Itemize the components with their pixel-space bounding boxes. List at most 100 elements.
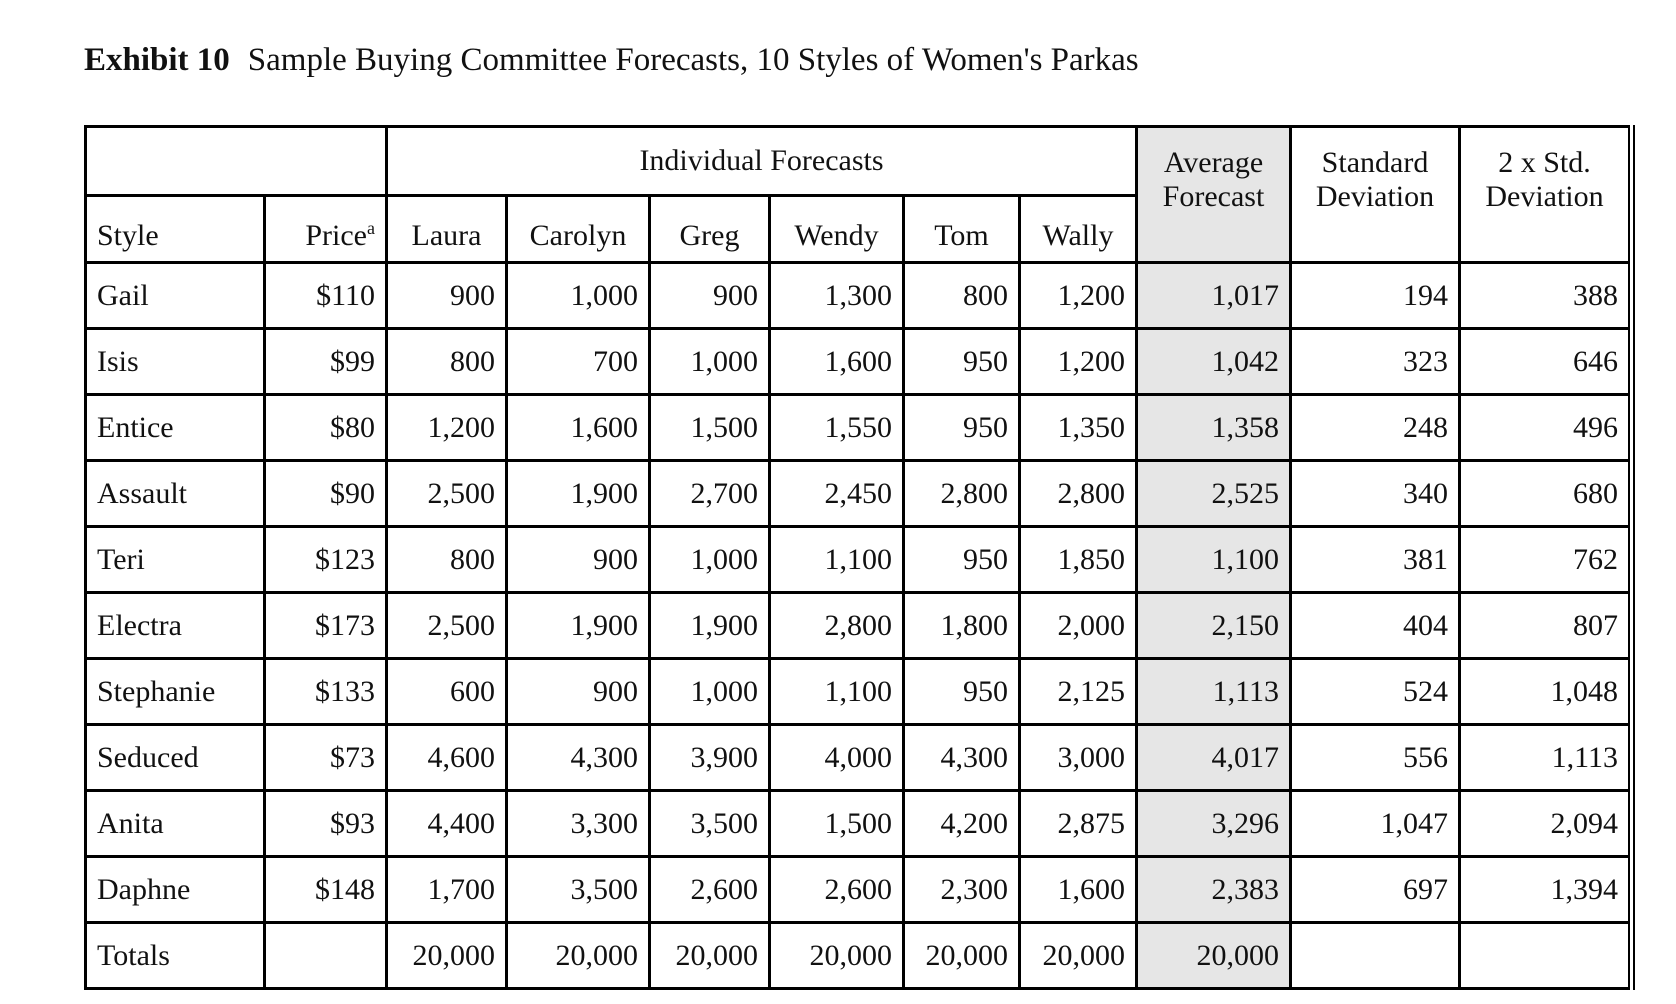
two-std-cell: 680 — [1458, 459, 1633, 528]
two-std-cell: 1,394 — [1458, 855, 1633, 924]
forecast-cell: 2,450 — [768, 459, 905, 528]
forecast-cell: 1,550 — [768, 393, 905, 462]
two-std-header-line: Deviation — [1485, 180, 1604, 213]
forecast-cell: 2,800 — [902, 459, 1021, 528]
forecast-cell: 1,500 — [768, 789, 905, 858]
forecast-cell: 2,125 — [1018, 657, 1138, 726]
forecast-cell: 1,600 — [505, 393, 651, 462]
forecast-cell: 4,200 — [902, 789, 1021, 858]
std-cell: 381 — [1289, 525, 1461, 594]
forecast-cell: 1,300 — [768, 261, 905, 330]
average-cell: 2,383 — [1135, 855, 1292, 924]
total-forecast-cell: 20,000 — [768, 921, 905, 990]
forecast-cell: 2,500 — [385, 591, 508, 660]
price-header: Pricea — [263, 194, 388, 264]
total-average-cell: 20,000 — [1135, 921, 1292, 990]
total-forecast-cell: 20,000 — [505, 921, 651, 990]
forecast-cell: 2,500 — [385, 459, 508, 528]
forecast-cell: 3,500 — [648, 789, 771, 858]
average-header-line: Forecast — [1162, 180, 1265, 213]
average-header-line: Average — [1163, 146, 1264, 179]
average-cell: 1,017 — [1135, 261, 1292, 330]
forecast-cell: 1,850 — [1018, 525, 1138, 594]
style-cell: Isis — [84, 327, 266, 396]
average-cell: 2,525 — [1135, 459, 1292, 528]
two-std-cell: 388 — [1458, 261, 1633, 330]
forecast-cell: 1,900 — [648, 591, 771, 660]
data-row: Electra $173 2,500 1,900 1,900 2,800 1,800 2,00… — [84, 591, 1633, 660]
forecast-table: Individual Forecasts Average Forecast Stand… — [84, 125, 1635, 990]
style-cell: Entice — [84, 393, 266, 462]
forecast-cell: 950 — [902, 327, 1021, 396]
std-cell: 697 — [1289, 855, 1461, 924]
price-cell: $80 — [263, 393, 388, 462]
price-cell: $90 — [263, 459, 388, 528]
two-std-cell: 2,094 — [1458, 789, 1633, 858]
forecast-cell: 1,600 — [768, 327, 905, 396]
forecast-cell: 2,300 — [902, 855, 1021, 924]
forecast-cell: 1,200 — [385, 393, 508, 462]
empty-cell — [1289, 921, 1461, 990]
forecast-cell: 2,600 — [648, 855, 771, 924]
style-cell: Assault — [84, 459, 266, 528]
style-cell: Gail — [84, 261, 266, 330]
forecast-cell: 3,000 — [1018, 723, 1138, 792]
forecast-cell: 950 — [902, 657, 1021, 726]
two-std-cell: 1,113 — [1458, 723, 1633, 792]
forecast-cell: 1,000 — [648, 327, 771, 396]
data-row: Entice $80 1,200 1,600 1,500 1,550 950 1,350 1,3… — [84, 393, 1633, 462]
forecast-cell: 800 — [385, 327, 508, 396]
price-header-text: Price — [305, 219, 367, 252]
style-header: Style — [84, 194, 266, 264]
forecast-cell: 1,350 — [1018, 393, 1138, 462]
two-std-header: 2 x Std. Deviation — [1458, 125, 1633, 264]
group-header: Individual Forecasts — [385, 125, 1138, 197]
totals-row: Totals 20,000 20,000 20,000 20,000 20,000 20,0… — [84, 921, 1633, 990]
price-cell: $148 — [263, 855, 388, 924]
std-header: Standard Deviation — [1289, 125, 1461, 264]
style-cell: Teri — [84, 525, 266, 594]
empty-cell — [1458, 921, 1633, 990]
forecast-cell: 4,300 — [902, 723, 1021, 792]
price-cell: $110 — [263, 261, 388, 330]
forecast-cell: 1,000 — [648, 525, 771, 594]
forecast-cell: 1,800 — [902, 591, 1021, 660]
total-forecast-cell: 20,000 — [648, 921, 771, 990]
blank-header — [84, 125, 388, 197]
std-cell: 340 — [1289, 459, 1461, 528]
header-row: Style Pricea Laura Carolyn Greg Wendy Tom Wally — [84, 194, 1632, 264]
forecast-cell: 4,600 — [385, 723, 508, 792]
price-cell: $73 — [263, 723, 388, 792]
forecaster-header: Laura — [385, 194, 508, 264]
forecast-cell: 600 — [385, 657, 508, 726]
std-header-line: Standard — [1321, 146, 1429, 179]
forecast-cell: 700 — [505, 327, 651, 396]
std-cell: 323 — [1289, 327, 1461, 396]
std-cell: 1,047 — [1289, 789, 1461, 858]
title: Exhibit 10 Sample Buying Committee Foreca… — [84, 42, 1139, 79]
std-cell: 404 — [1289, 591, 1461, 660]
two-std-cell: 1,048 — [1458, 657, 1633, 726]
forecast-cell: 950 — [902, 525, 1021, 594]
price-cell: $123 — [263, 525, 388, 594]
price-header-note: a — [367, 218, 375, 238]
two-std-cell: 807 — [1458, 591, 1633, 660]
forecaster-header: Carolyn — [505, 194, 651, 264]
forecast-cell: 2,600 — [768, 855, 905, 924]
forecast-cell: 4,000 — [768, 723, 905, 792]
data-row: Daphne $148 1,700 3,500 2,600 2,600 2,300 1,600… — [84, 855, 1633, 924]
totals-label: Totals — [84, 921, 266, 990]
two-std-cell: 646 — [1458, 327, 1633, 396]
two-std-cell: 496 — [1458, 393, 1633, 462]
forecast-cell: 800 — [902, 261, 1021, 330]
forecaster-header: Wally — [1018, 194, 1138, 264]
data-row: Gail $110 900 1,000 900 1,300 800 1,200 1,017 194… — [84, 261, 1633, 330]
style-cell: Electra — [84, 591, 266, 660]
std-cell: 524 — [1289, 657, 1461, 726]
forecast-cell: 2,800 — [768, 591, 905, 660]
forecast-cell: 4,300 — [505, 723, 651, 792]
total-forecast-cell: 20,000 — [1018, 921, 1138, 990]
price-cell: $99 — [263, 327, 388, 396]
data-row: Stephanie $133 600 900 1,000 1,100 950 2,125 1,1… — [84, 657, 1633, 726]
forecast-cell: 900 — [505, 525, 651, 594]
